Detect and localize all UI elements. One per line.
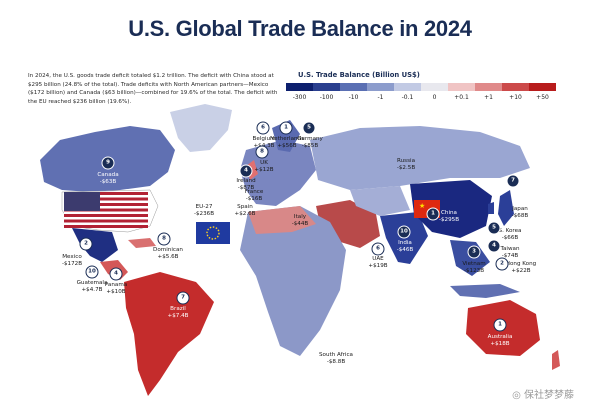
label-australia: Australia +$18B bbox=[487, 334, 513, 347]
legend-color-scale bbox=[286, 83, 556, 91]
legend-tick-label: +1 bbox=[484, 94, 493, 101]
new-zealand-shape bbox=[552, 350, 560, 370]
legend-swatch bbox=[367, 83, 394, 91]
label-china: China -$295B bbox=[438, 210, 460, 223]
legend-tick-label: +10 bbox=[509, 94, 522, 101]
label-taiwan: Taiwan -$74B bbox=[500, 246, 520, 259]
rank-badge-germany: 5 bbox=[302, 121, 316, 135]
label-dominican: Dominican +$5.6B bbox=[153, 247, 183, 260]
label-italy: Italy -$44B bbox=[291, 214, 309, 227]
rank-badge-belgium: 6 bbox=[256, 121, 270, 135]
label-canada: Canada -$63B bbox=[97, 172, 119, 185]
indonesia-shape bbox=[450, 284, 520, 298]
legend-tick-label: +50 bbox=[536, 94, 549, 101]
africa-shape bbox=[240, 206, 346, 356]
rank-badge-india: 10 bbox=[397, 225, 411, 239]
legend-swatch bbox=[529, 83, 556, 91]
legend-tick-label: -10 bbox=[348, 94, 359, 101]
label-india: India -$46B bbox=[396, 240, 414, 253]
rank-badge-canada: 9 bbox=[101, 156, 115, 170]
legend-swatch bbox=[448, 83, 475, 91]
label-netherlands: Netherlands +$56B bbox=[269, 136, 305, 149]
legend-swatch bbox=[340, 83, 367, 91]
greenland-shape bbox=[170, 104, 232, 152]
legend-ticks: -300 -100 -10 -1 -0.1 0 +0.1 +1 +10 +50 bbox=[286, 94, 556, 104]
central-asia-shape bbox=[350, 186, 410, 216]
label-skorea: S. Korea -$66B bbox=[498, 228, 522, 241]
eu-flag-icon bbox=[196, 222, 230, 244]
label-panama: Panama +$10B bbox=[104, 282, 128, 295]
japan-shape bbox=[498, 190, 514, 226]
label-spain: Spain +$2.6B bbox=[234, 204, 256, 217]
rank-badge-netherlands: 1 bbox=[279, 121, 293, 135]
legend-tick-label: +0.1 bbox=[454, 94, 469, 101]
label-germany: Germany -$85B bbox=[297, 136, 323, 149]
legend-swatch bbox=[313, 83, 340, 91]
legend-tick-label: -300 bbox=[292, 94, 307, 101]
rank-badge-mexico: 2 bbox=[79, 237, 93, 251]
rank-badge-dominican: 8 bbox=[157, 232, 171, 246]
legend-swatch bbox=[421, 83, 448, 91]
watermark: ◎ 保社梦梦藤 bbox=[512, 390, 574, 401]
rank-badge-australia: 1 bbox=[493, 318, 507, 332]
label-eu27: EU-27 -$236B bbox=[193, 204, 215, 217]
scandinavia-shape bbox=[272, 120, 300, 152]
rank-badge-hongkong: 2 bbox=[495, 257, 509, 271]
rank-badge-china: 1 bbox=[426, 207, 440, 221]
legend-tick-label: -0.1 bbox=[401, 94, 414, 101]
rank-badge-ireland: 4 bbox=[239, 164, 253, 178]
legend-swatch bbox=[502, 83, 529, 91]
russia-shape bbox=[310, 126, 530, 190]
svg-text:★: ★ bbox=[419, 202, 425, 210]
label-uk: UK +$12B bbox=[254, 160, 274, 173]
rank-badge-guatemala: 10 bbox=[85, 265, 99, 279]
label-uae: UAE +$19B bbox=[368, 256, 388, 269]
rank-badge-taiwan: 4 bbox=[487, 239, 501, 253]
south-america-shape bbox=[124, 272, 214, 396]
label-russia: Russia -$2.5B bbox=[396, 158, 416, 171]
legend-tick-label: 0 bbox=[432, 94, 437, 101]
label-hongkong: Hong Kong +$22B bbox=[505, 261, 537, 274]
legend-swatch bbox=[286, 83, 313, 91]
label-mexico: Mexico -$172B bbox=[61, 254, 83, 267]
mexico-shape bbox=[72, 228, 118, 262]
legend-swatch bbox=[394, 83, 421, 91]
rank-badge-vietnam: 3 bbox=[467, 245, 481, 259]
africa-north-shape bbox=[248, 206, 316, 234]
us-flag-icon bbox=[64, 192, 148, 228]
korea-shape bbox=[488, 202, 494, 214]
rank-badge-japan: 7 bbox=[506, 174, 520, 188]
legend-tick-label: -1 bbox=[377, 94, 384, 101]
page-title: U.S. Global Trade Balance in 2024 bbox=[128, 16, 472, 41]
label-guatemala: Guatemala +$4.7B bbox=[76, 280, 108, 293]
label-vietnam: Vietnam -$123B bbox=[462, 261, 486, 274]
rank-badge-uk: 8 bbox=[255, 145, 269, 159]
label-south-africa: South Africa -$8.8B bbox=[319, 352, 353, 365]
intro-paragraph: In 2024, the U.S. goods trade deficit to… bbox=[28, 73, 278, 105]
china-shape bbox=[410, 180, 492, 238]
label-ireland: Ireland -$87B bbox=[236, 178, 256, 191]
legend-title: U.S. Trade Balance (Billion US$) bbox=[298, 71, 420, 79]
label-brazil: Brazil +$7.4B bbox=[167, 306, 189, 319]
rank-badge-brazil: 7 bbox=[176, 291, 190, 305]
label-france: France -$16B bbox=[244, 189, 264, 202]
rank-badge-panama: 4 bbox=[109, 267, 123, 281]
caribbean-shape bbox=[128, 238, 156, 248]
legend-tick-label: -100 bbox=[319, 94, 334, 101]
legend-swatch bbox=[475, 83, 502, 91]
rank-badge-skorea: 5 bbox=[487, 221, 501, 235]
label-japan: Japan -$68B bbox=[511, 206, 529, 219]
rank-badge-uae: 6 bbox=[371, 242, 385, 256]
